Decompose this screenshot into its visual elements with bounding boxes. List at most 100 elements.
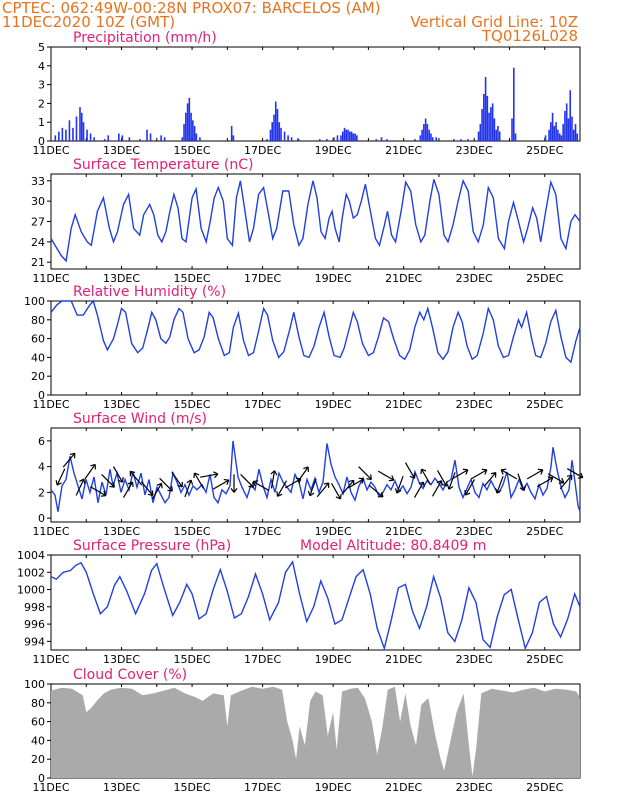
panel-4-wind-arrow	[483, 472, 497, 487]
panel-4-ytick-label: 2	[38, 486, 45, 499]
panel-4-wind-arrow	[420, 468, 432, 486]
panel-1-bar	[375, 139, 378, 141]
panel-4-wind-arrow	[547, 473, 565, 484]
panel-1-bar	[497, 125, 499, 141]
panel-1-bar	[511, 118, 513, 141]
panel-1-bar	[567, 118, 570, 141]
panel-2-date-label: 15DEC	[174, 272, 211, 285]
panel-5-date-label: 17DEC	[244, 653, 281, 666]
panel-4-wind-arrow	[101, 474, 115, 488]
panel-1-bar	[163, 137, 166, 141]
panel-4-wind-arrow-head	[481, 468, 488, 475]
panel-1-bar	[343, 127, 346, 141]
panel-4-wind-arrow	[536, 477, 554, 488]
panel-1-bar	[347, 129, 349, 141]
header-station: CPTEC: 062:49W-00:28N PROX07: BARCELOS (…	[2, 0, 381, 17]
panel-1-bar	[186, 103, 189, 141]
panel-4-wind-arrow-head	[147, 490, 154, 496]
panel-1-bar	[185, 112, 187, 141]
panel-2-ytick-label: 24	[31, 236, 45, 249]
panel-4-wind-arrow-head	[519, 485, 527, 492]
panel-4-wind-arrow	[347, 478, 365, 489]
panel-3-ytick-label: 100	[24, 295, 45, 308]
panel-1-bar	[419, 135, 422, 141]
panel-5-ytick-label: 1004	[17, 549, 45, 562]
panel-6-title: Cloud Cover (%)	[73, 667, 187, 683]
panel-3-ytick-label: 60	[31, 333, 45, 346]
panel-1-bar	[477, 131, 480, 141]
panel-1-bar	[574, 124, 577, 141]
panel-5-subtitle: Model Altitude: 80.8409 m	[300, 538, 486, 554]
header-model-id: TQ0126L028	[481, 27, 578, 45]
panel-1-bar	[430, 133, 432, 141]
panel-1-bar	[453, 139, 455, 141]
panel-1-bar	[431, 137, 434, 141]
panel-4-wind-arrow	[517, 473, 525, 491]
panel-1-bar	[230, 125, 233, 141]
panel-1-bar	[107, 135, 110, 141]
panel-1-bar	[86, 129, 88, 141]
panel-4-wind-arrow-head	[420, 468, 427, 475]
panel-4-wind-arrow	[171, 471, 183, 488]
panel-1-bar	[386, 139, 388, 141]
panel-1-ytick-label: 0	[38, 135, 45, 148]
panel-1-bar	[278, 122, 281, 141]
panel-4-wind-arrow-head	[537, 468, 544, 475]
panel-1-date-label: 15DEC	[174, 144, 211, 157]
panel-6-date-label: 25DEC	[526, 781, 563, 794]
panel-1-bar	[283, 131, 286, 141]
panel-4-wind-arrow-head	[90, 463, 96, 470]
panel-1-bar	[266, 139, 268, 141]
panel-1-bar	[195, 133, 198, 141]
panel-1-bar	[423, 124, 425, 141]
panel-4-wind-arrow	[212, 479, 230, 490]
panel-4-wind-arrow	[368, 484, 384, 498]
panel-1-bar	[68, 120, 71, 141]
panel-6-date-label: 13DEC	[103, 781, 140, 794]
panel-6-ytick-label: 100	[24, 678, 45, 691]
panel-1-bar	[380, 137, 383, 141]
panel-6-date-label: 21DEC	[385, 781, 422, 794]
panel-1-bar	[557, 129, 559, 141]
panel-1-bar	[276, 109, 279, 141]
panel-1-bar	[426, 124, 429, 141]
panel-1-bar	[188, 97, 191, 141]
panel-3-date-label: 23DEC	[456, 398, 493, 411]
panel-1-date-label: 17DEC	[244, 144, 281, 157]
panel-1-bar	[146, 129, 148, 141]
panel-1-bar	[79, 107, 81, 141]
panel-4-wind-arrow	[358, 466, 372, 480]
panel-1-bar	[93, 137, 95, 141]
panel-6-date-label: 11DEC	[32, 781, 69, 794]
panel-4-wind-arrow-head	[117, 477, 124, 483]
panel-1-bar	[484, 77, 487, 141]
panel-2-date-label: 17DEC	[244, 272, 281, 285]
panel-4-wind-arrow	[413, 481, 425, 498]
panel-4-wind-arrow-head	[441, 480, 448, 487]
panel-5-date-label: 23DEC	[456, 653, 493, 666]
panel-1-date-label: 19DEC	[315, 144, 352, 157]
panel-1-bar	[481, 109, 483, 141]
panel-2-series-line	[50, 178, 581, 263]
panel-5-date-label: 15DEC	[174, 653, 211, 666]
panel-4-wind-arrow-head	[490, 472, 497, 478]
panel-4-wind-arrow-head	[248, 482, 254, 488]
panel-1-bar	[569, 90, 572, 141]
panel-5-title: Surface Pressure (hPa)	[73, 538, 231, 554]
panel-4-wind-arrow	[316, 482, 330, 498]
panel-1-bar	[483, 94, 485, 141]
panel-3-series-line	[50, 299, 581, 364]
panel-4-wind-arrow	[56, 468, 66, 486]
panel-1-bar	[232, 135, 235, 141]
panel-3-date-label: 15DEC	[174, 398, 211, 411]
panel-1-bar	[491, 103, 494, 141]
panel-2-frame	[50, 173, 581, 270]
panel-4-wind-arrow	[396, 475, 404, 494]
panel-1-date-label: 21DEC	[385, 144, 422, 157]
panel-2-date-label: 25DEC	[526, 272, 563, 285]
panel-4-ytick-label: 0	[38, 512, 45, 525]
panel-4-wind-arrow	[566, 468, 584, 479]
panel-2-ytick-label: 27	[31, 216, 45, 229]
panel-5-series-line	[50, 560, 581, 651]
panel-4-wind-arrow	[297, 466, 309, 483]
